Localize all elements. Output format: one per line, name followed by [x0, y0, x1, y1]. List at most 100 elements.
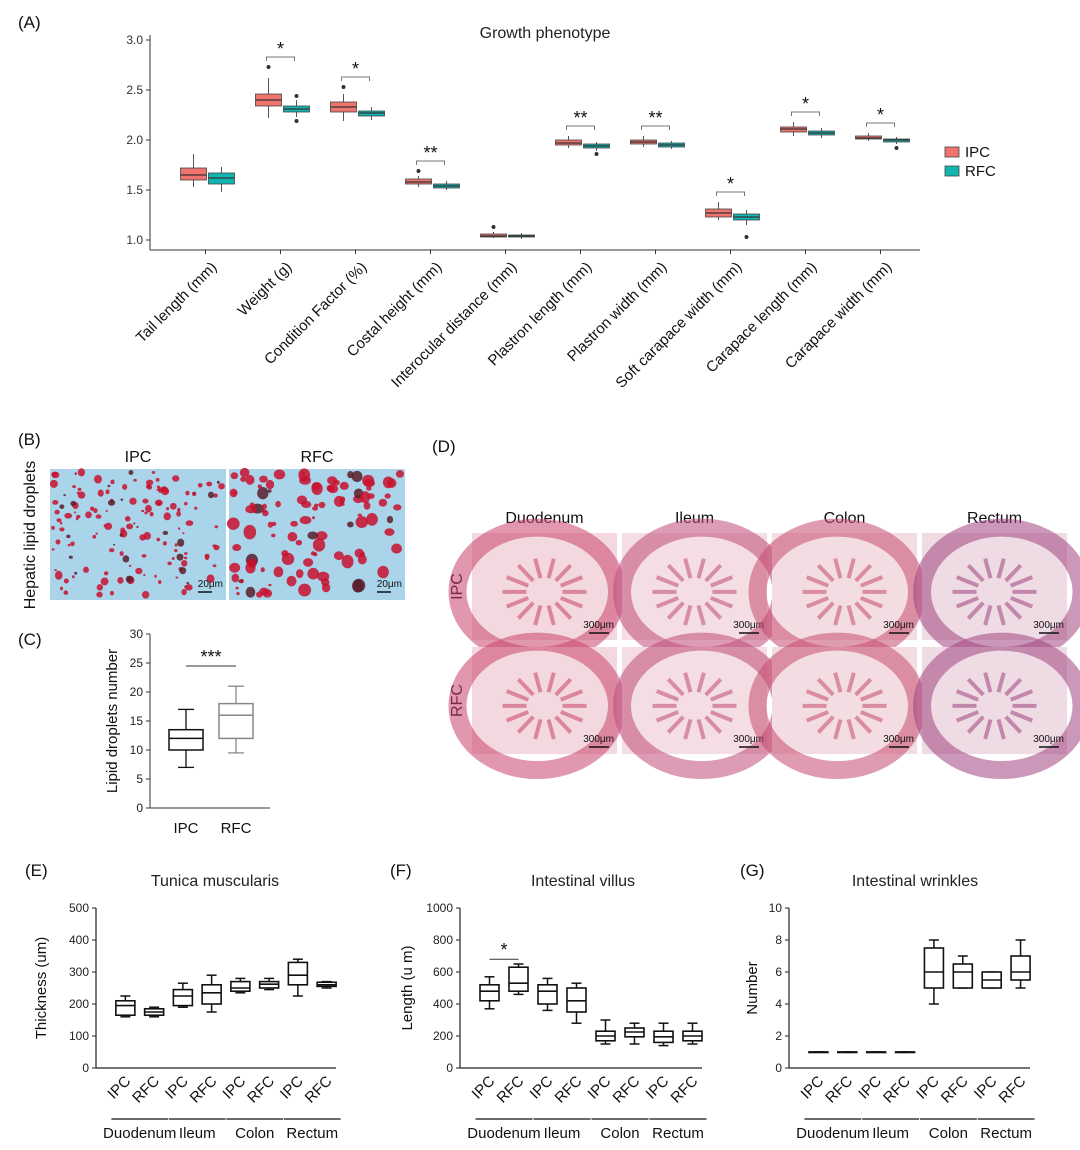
lipid-droplet [339, 502, 345, 506]
lipid-droplet [299, 516, 312, 525]
lipid-droplet [286, 575, 297, 587]
lipid-droplet [307, 567, 320, 580]
significance-bracket [716, 191, 745, 196]
group-label-rectum: Rectum [980, 1125, 1032, 1142]
box [287, 961, 309, 986]
lipid-droplet [339, 481, 349, 490]
lipid-droplet [321, 583, 331, 593]
tissue-fold [846, 604, 856, 626]
lipid-droplet [366, 485, 372, 491]
tissue-fold [955, 710, 980, 723]
x-category-label: IPC [971, 1073, 1001, 1103]
tissue-fold [854, 563, 873, 583]
tissue-fold [516, 563, 535, 583]
lipid-droplet [271, 533, 276, 538]
box-outlier [744, 235, 749, 239]
tissue-fold [666, 715, 685, 734]
lipid-droplet [378, 498, 388, 507]
lipid-droplet [156, 537, 161, 542]
lipid-droplet [185, 520, 194, 526]
lipid-droplet [158, 579, 162, 584]
lipid-droplet [303, 558, 314, 567]
lipid-droplet [103, 571, 109, 576]
tissue-fold [709, 710, 734, 723]
lipid-droplet [204, 555, 210, 561]
micrograph-b-column-label: IPC [125, 449, 152, 466]
lipid-droplet [177, 538, 185, 547]
lipid-droplet [109, 590, 115, 596]
significance-bracket [566, 125, 595, 130]
significance-stars: * [500, 940, 507, 960]
tissue-fold [666, 601, 685, 620]
lipid-droplet [184, 585, 187, 588]
lipid-droplet [213, 493, 218, 498]
lipid-droplet [156, 485, 161, 489]
x-category-label: IPC [855, 1073, 885, 1103]
significance-bracket [266, 56, 295, 61]
lipid-droplet [290, 520, 298, 527]
lipid-droplet [167, 561, 172, 566]
lipid-droplet [77, 487, 82, 491]
significance-bracket [416, 160, 445, 165]
lipid-droplet [74, 472, 78, 475]
lipid-droplet [108, 548, 115, 553]
lipid-droplet [341, 554, 354, 569]
lipid-droplet [105, 509, 108, 513]
lipid-droplet [257, 486, 269, 500]
scale-bar-label: 300μm [1033, 734, 1064, 745]
lipid-droplet [120, 527, 126, 534]
tissue-fold [709, 596, 734, 609]
lipid-droplet [135, 567, 143, 575]
chart-e-title: Tunica muscularis [151, 873, 279, 890]
lipid-droplet [174, 543, 178, 547]
chart-ytick-label: 300 [69, 965, 89, 979]
box-outlier [266, 65, 271, 69]
chart-c-ytick-label: 15 [130, 714, 144, 728]
lipid-droplet [67, 543, 71, 547]
tissue-fold [859, 710, 884, 723]
lipid-droplet [245, 586, 256, 598]
tissue-fold [833, 604, 843, 626]
lipid-droplet [339, 496, 346, 503]
significance-stars: * [277, 39, 284, 59]
chart-a-category-label: Weight (g) [235, 259, 296, 320]
significance-bracket [791, 111, 820, 116]
lipid-droplet [184, 584, 193, 591]
tissue-fold [854, 601, 873, 620]
tissue-fold [505, 689, 530, 702]
lipid-droplet [107, 499, 116, 506]
significance-stars: ** [423, 143, 437, 163]
lipid-droplet [218, 483, 225, 490]
scale-bar-label: 300μm [883, 620, 914, 631]
lipid-droplet [311, 482, 321, 491]
lipid-droplet [281, 549, 289, 557]
group-label-ileum: Ileum [872, 1125, 909, 1142]
tissue-fold [516, 601, 535, 620]
lipid-droplet [63, 494, 66, 497]
lipid-droplet [307, 531, 319, 540]
lipid-droplet [207, 491, 215, 499]
lipid-droplet [351, 470, 363, 483]
tissue-fold [554, 677, 573, 697]
box [1010, 955, 1031, 981]
chart-ytick-label: 8 [775, 933, 782, 947]
chart-ytick-label: 100 [69, 1029, 89, 1043]
lipid-droplet [176, 553, 184, 561]
lipid-droplet [273, 469, 286, 480]
lipid-droplet [110, 479, 115, 485]
box-outlier [594, 152, 599, 156]
lipid-droplet [96, 591, 103, 598]
lipid-droplet [267, 489, 272, 493]
tissue-fold [683, 604, 693, 626]
lipid-droplet [366, 512, 378, 526]
lipid-droplet [94, 474, 102, 484]
lipid-droplet [363, 479, 375, 488]
tissue-fold [696, 718, 706, 740]
tissue-fold [955, 689, 980, 702]
tissue-fold [696, 558, 706, 579]
tissue-fold [854, 677, 873, 697]
tissue-fold [955, 575, 980, 588]
lipid-droplet [107, 484, 111, 488]
tissue-fold [833, 672, 843, 693]
group-label-colon: Colon [600, 1125, 639, 1142]
